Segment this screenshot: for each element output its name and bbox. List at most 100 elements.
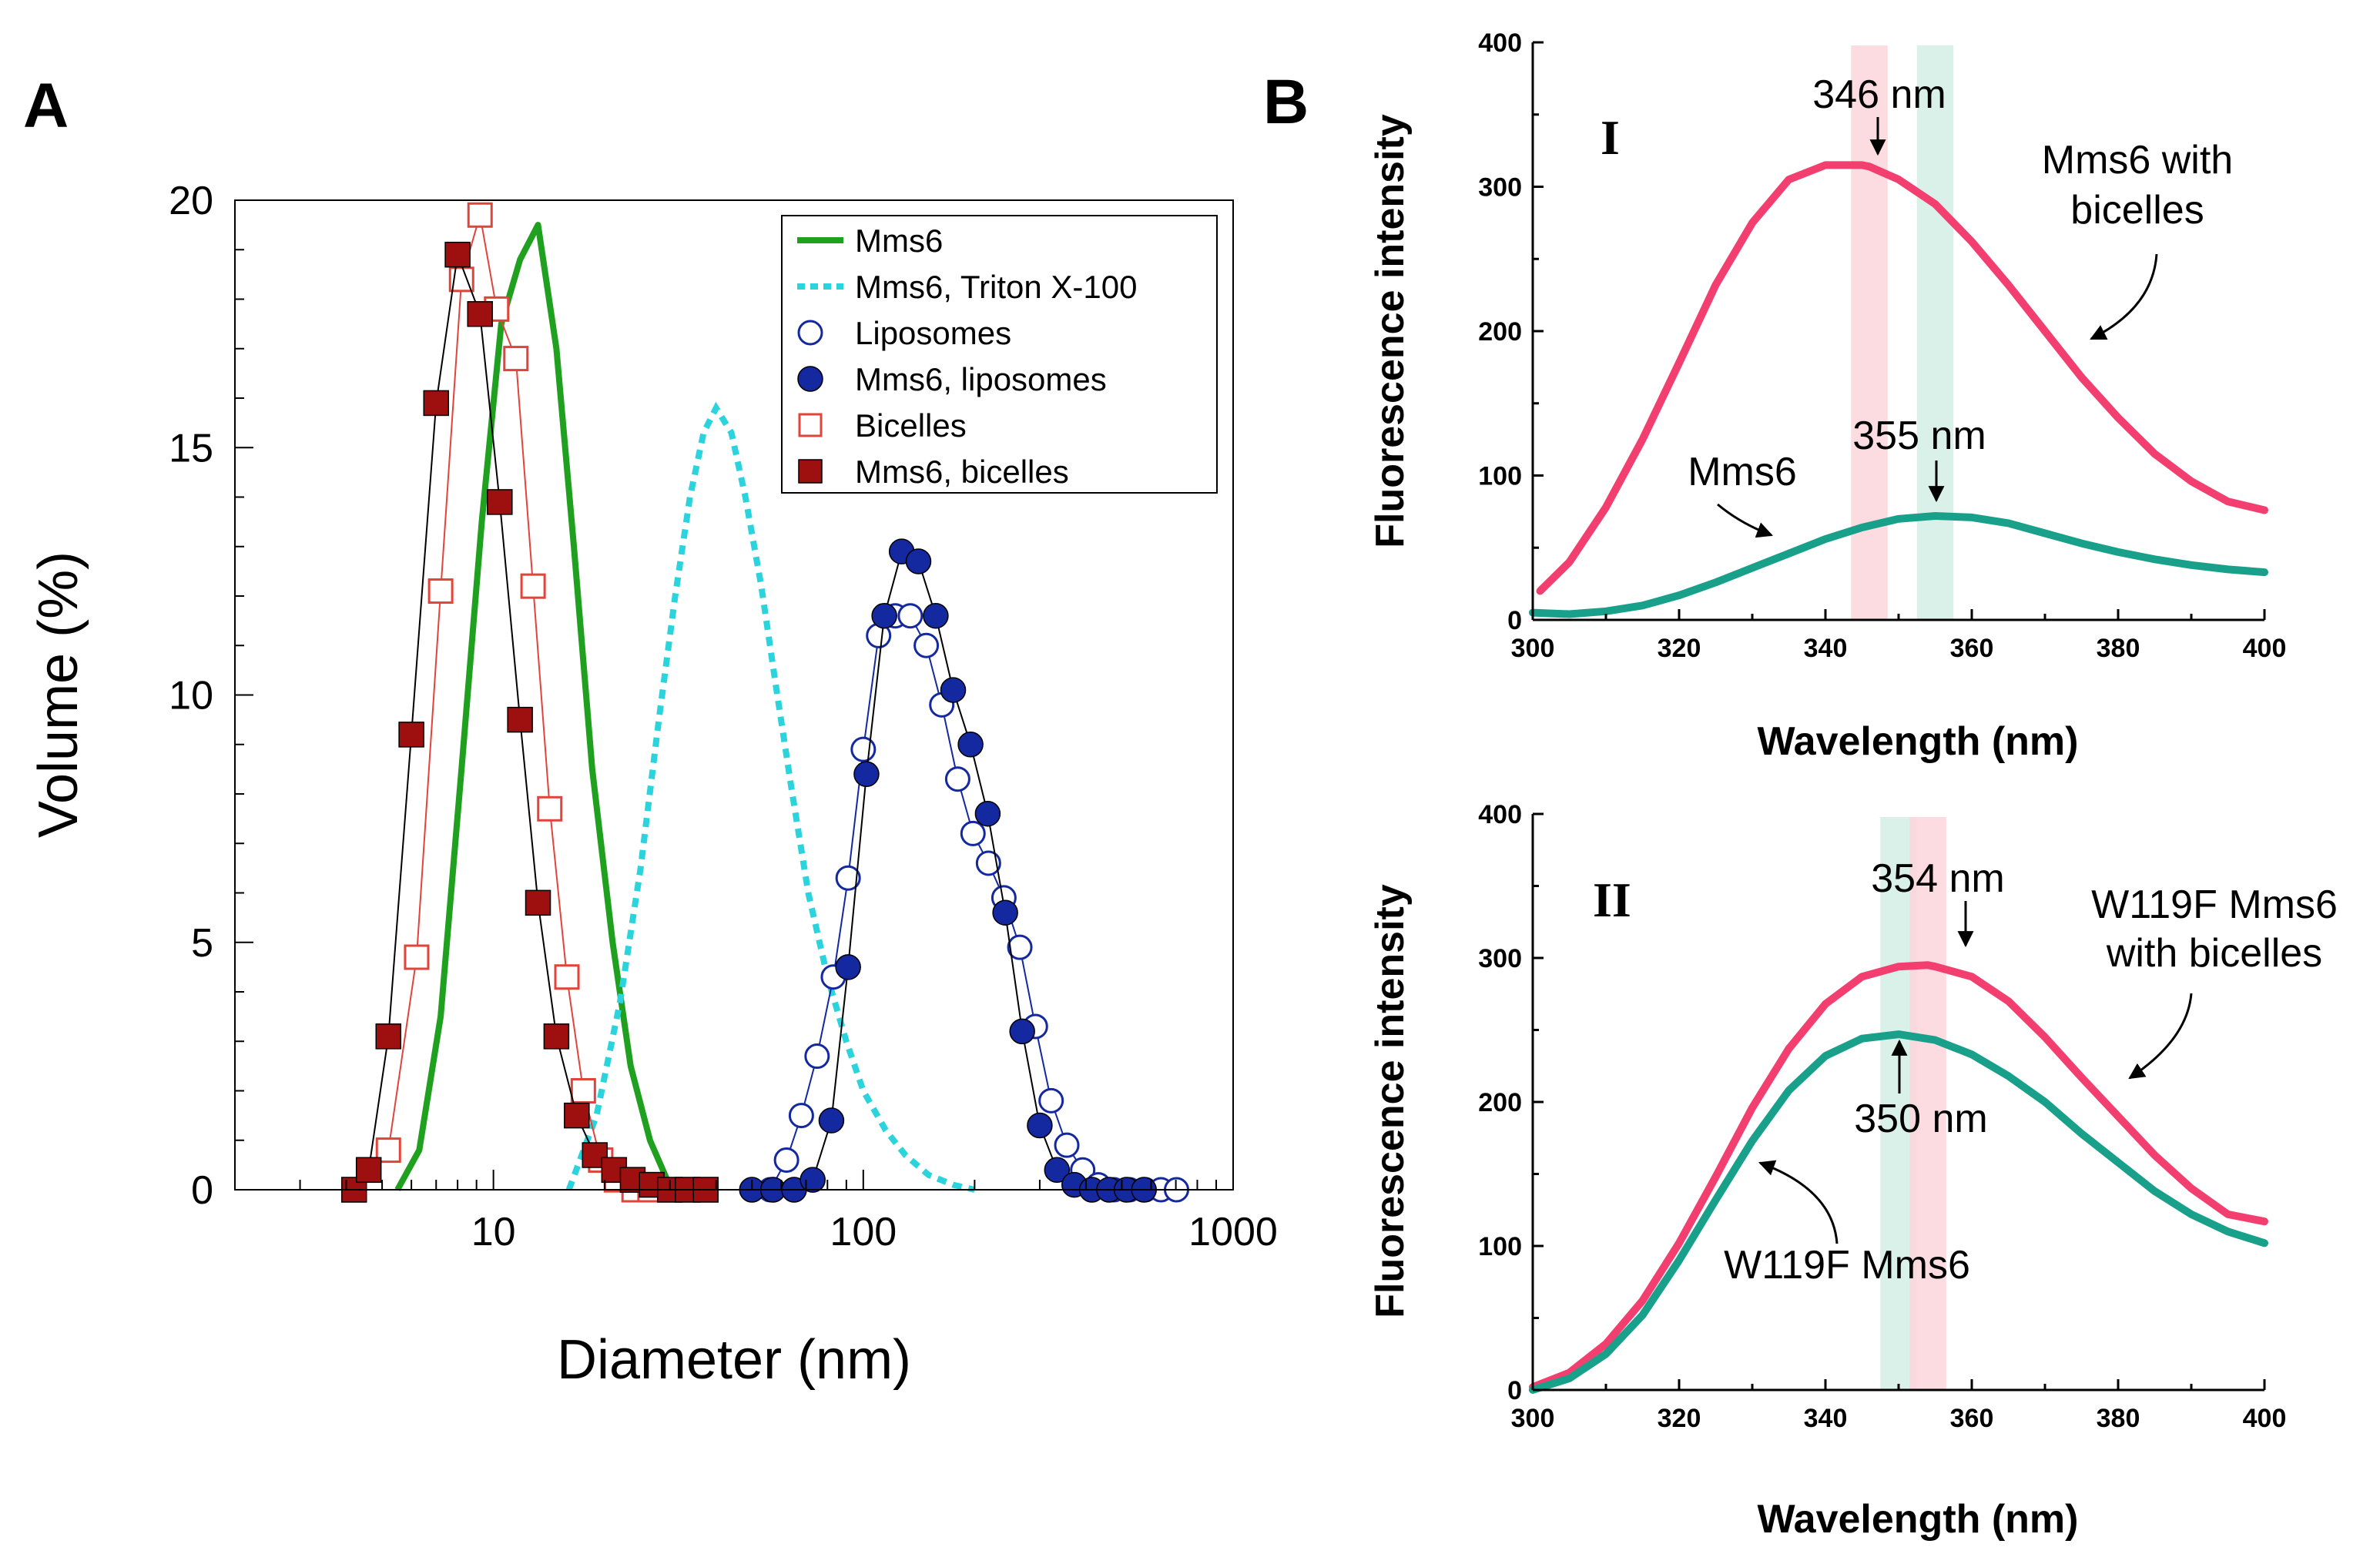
data-point-liposomes — [804, 1043, 830, 1070]
panel-b-i-ylabel: Fluorescence intensity — [1368, 114, 1413, 548]
y-tick-label: 200 — [1478, 317, 1522, 347]
legend-label-bicelles: Bicelles — [855, 407, 967, 444]
label-w119f-mms6: W119F Mms6 — [1724, 1243, 1970, 1288]
data-point-liposomes — [913, 632, 940, 658]
panel-b-ii-roman: II — [1593, 872, 1631, 927]
data-point-liposomes — [1007, 934, 1033, 960]
data-point-bicelles — [467, 202, 493, 228]
y-tick-label: 300 — [1478, 944, 1522, 973]
highlight-band — [1851, 45, 1888, 620]
x-tick-label: 380 — [2097, 1404, 2140, 1433]
data-point-mms6-liposomes — [871, 602, 897, 629]
data-point-mms6-liposomes — [923, 602, 949, 629]
legend-swatch-bicelles — [798, 413, 823, 437]
data-point-liposomes — [897, 603, 924, 629]
data-point-bicelles — [554, 964, 580, 990]
legend-label-liposomes: Liposomes — [855, 315, 1011, 351]
data-point-mms6-liposomes — [853, 761, 880, 788]
y-tick-label: 10 — [169, 674, 213, 718]
annotation-350nm: 350 nm — [1854, 1097, 1987, 1141]
data-point-liposomes — [975, 850, 1001, 876]
arrow-w119f-with-bicelles — [2128, 993, 2193, 1080]
y-tick-label: 5 — [191, 921, 213, 966]
data-point-mms6-bicelles — [423, 390, 450, 417]
y-tick-label: 400 — [1478, 800, 1522, 829]
panel-a-axes: 0 5 10 15 20 10 100 1000 — [169, 179, 1278, 1254]
data-point-liposomes — [944, 766, 970, 792]
panel-a-letter: A — [23, 71, 69, 141]
x-tick-label: 1000 — [1188, 1210, 1278, 1254]
x-tick-label: 100 — [830, 1210, 897, 1254]
highlight-band — [1909, 817, 1946, 1390]
panel-b-letter: B — [1263, 67, 1309, 137]
legend-label-mms6-triton: Mms6, Triton X-100 — [855, 269, 1137, 305]
data-point-mms6-bicelles — [398, 722, 424, 748]
x-tick-label: 320 — [1658, 1404, 1701, 1433]
x-tick-label: 400 — [2243, 634, 2287, 663]
x-tick-label: 360 — [1950, 1404, 1994, 1433]
data-point-liposomes — [1038, 1087, 1064, 1114]
arrow-mms6-with-bicelles — [2090, 253, 2158, 340]
y-tick-label: 100 — [1478, 1232, 1522, 1261]
y-tick-label: 100 — [1478, 462, 1522, 491]
annotation-354nm: 354 nm — [1871, 856, 2004, 901]
series-line-liposomes — [752, 615, 1177, 1191]
x-tick-label: 320 — [1658, 634, 1701, 663]
data-point-mms6-bicelles — [487, 489, 513, 515]
y-tick-label: 0 — [1507, 1376, 1522, 1405]
panel-a-xlabel: Diameter (nm) — [557, 1329, 911, 1391]
x-tick-label: 300 — [1511, 634, 1555, 663]
x-tick-label: 340 — [1804, 634, 1848, 663]
annotation-346nm: 346 nm — [1812, 72, 1946, 117]
label-w119f-with-bicelles-line1: W119F Mms6 — [2091, 882, 2338, 927]
x-tick-label: 300 — [1511, 1404, 1555, 1433]
data-point-liposomes — [1054, 1132, 1080, 1158]
data-point-bicelles — [520, 573, 546, 599]
data-point-mms6-bicelles — [525, 889, 551, 916]
data-point-mms6-bicelles — [355, 1157, 382, 1184]
panel-a-legend: Mms6 Mms6, Triton X-100 Liposomes Mms6, … — [781, 215, 1218, 494]
series-line-mms6 — [1529, 512, 2268, 618]
data-point-liposomes — [788, 1103, 814, 1129]
y-tick-label: 300 — [1478, 173, 1522, 203]
data-point-mms6-liposomes — [905, 548, 932, 574]
legend-swatch-mms6-liposomes — [797, 366, 823, 392]
y-tick-label: 15 — [169, 426, 213, 471]
data-point-mms6-liposomes — [1044, 1157, 1071, 1184]
data-point-liposomes — [960, 820, 986, 846]
legend-swatch-liposomes — [797, 320, 823, 346]
data-point-mms6-liposomes — [974, 800, 1001, 827]
label-mms6: Mms6 — [1688, 450, 1797, 494]
data-point-mms6-liposomes — [1027, 1112, 1053, 1139]
panel-b-ii-xlabel: Wavelength (nm) — [1758, 1497, 2079, 1542]
legend-label-mms6: Mms6 — [855, 223, 943, 259]
data-point-mms6-bicelles — [543, 1023, 570, 1050]
panel-b-ii-ylabel: Fluorescence intensity — [1368, 884, 1413, 1318]
y-tick-label: 0 — [1507, 606, 1522, 635]
x-tick-label: 380 — [2097, 634, 2140, 663]
legend-label-mms6-liposomes: Mms6, liposomes — [855, 361, 1107, 397]
data-point-mms6-liposomes — [940, 677, 967, 703]
x-tick-label: 360 — [1950, 634, 1994, 663]
data-point-mms6-liposomes — [818, 1107, 845, 1134]
arrow-w119f-mms6 — [1758, 1160, 1839, 1244]
y-tick-label: 0 — [191, 1168, 213, 1213]
panel-b-i-xlabel: Wavelength (nm) — [1758, 719, 2079, 764]
data-point-liposomes — [835, 865, 861, 891]
y-tick-label: 20 — [169, 179, 213, 223]
x-tick-label: 340 — [1804, 1404, 1848, 1433]
data-point-mms6-liposomes — [992, 899, 1018, 926]
panel-b-i-chart: 0 100 200 300 400 300 320 340 360 380 400 Waveleng… — [1368, 28, 2286, 764]
y-tick-label: 200 — [1478, 1088, 1522, 1117]
panel-b-i-axes: 0 100 200 300 400 300 320 340 360 380 400 — [1478, 28, 2286, 663]
data-point-bicelles — [427, 578, 454, 605]
label-mms6-with-bicelles-line1: Mms6 with — [2042, 138, 2233, 183]
label-mms6-with-bicelles-line2: bicelles — [2070, 188, 2204, 233]
panel-b-ii-bands — [1880, 817, 1946, 1390]
annotation-355nm: 355 nm — [1852, 414, 1986, 458]
data-point-liposomes — [773, 1147, 799, 1173]
legend-label-mms6-bicelles: Mms6, bicelles — [855, 454, 1069, 490]
data-point-bicelles — [537, 795, 563, 822]
x-tick-label: 400 — [2243, 1404, 2287, 1433]
